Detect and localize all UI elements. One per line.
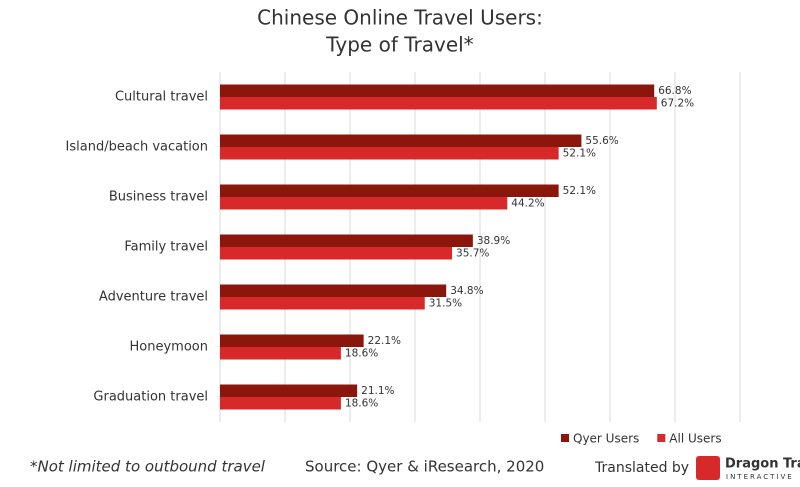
value-label: 21.1% xyxy=(361,385,394,397)
value-label: 35.7% xyxy=(456,247,489,259)
bar xyxy=(220,184,559,197)
bar xyxy=(220,134,582,147)
y-tick-label: Island/beach vacation xyxy=(66,140,208,155)
bar xyxy=(220,297,425,310)
y-tick-label: Honeymoon xyxy=(130,340,208,355)
y-tick-label: Family travel xyxy=(124,240,208,255)
bar xyxy=(220,147,559,160)
y-tick-label: Business travel xyxy=(109,190,208,205)
value-label: 52.1% xyxy=(563,185,596,197)
legend-label: All Users xyxy=(669,432,721,446)
bar xyxy=(220,97,657,110)
value-label: 67.2% xyxy=(661,97,694,109)
source: Source: Qyer & iResearch, 2020 xyxy=(305,458,544,476)
chart-title: Chinese Online Travel Users: xyxy=(257,6,543,30)
credit-brand: Dragon Trail xyxy=(725,457,800,472)
value-label: 18.6% xyxy=(345,347,378,359)
bar xyxy=(220,84,655,97)
value-label: 66.8% xyxy=(658,85,691,97)
value-label: 38.9% xyxy=(477,235,510,247)
bar xyxy=(220,234,473,247)
value-label: 55.6% xyxy=(585,135,618,147)
bar xyxy=(220,397,341,410)
legend-swatch xyxy=(561,434,569,442)
value-label: 18.6% xyxy=(345,397,378,409)
y-tick-label: Graduation travel xyxy=(93,390,208,405)
bar xyxy=(220,347,341,360)
chart-title: Type of Travel* xyxy=(325,33,473,57)
bar xyxy=(220,384,358,397)
credit-tagline: INTERACTIVE xyxy=(726,473,794,481)
footnote: *Not limited to outbound travel xyxy=(30,458,266,476)
value-label: 22.1% xyxy=(368,335,401,347)
value-label: 44.2% xyxy=(511,197,544,209)
logo xyxy=(696,456,720,480)
bar xyxy=(220,197,508,210)
bar xyxy=(220,334,364,347)
y-tick-label: Cultural travel xyxy=(115,90,208,105)
bar xyxy=(220,247,453,260)
value-label: 34.8% xyxy=(450,285,483,297)
legend-label: Qyer Users xyxy=(573,432,639,446)
y-tick-label: Adventure travel xyxy=(99,290,208,305)
value-label: 52.1% xyxy=(563,147,596,159)
legend-swatch xyxy=(657,434,666,442)
value-label: 31.5% xyxy=(429,297,462,309)
credit-prefix: Translated by xyxy=(594,460,689,476)
bar xyxy=(220,284,447,297)
